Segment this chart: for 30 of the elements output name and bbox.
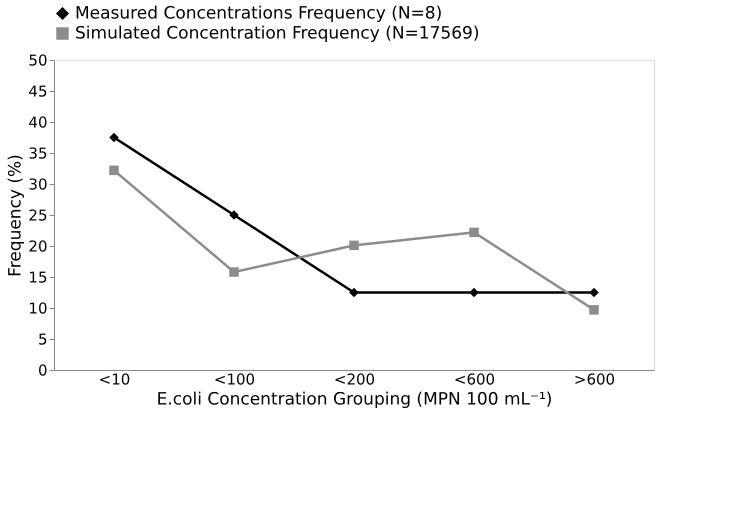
y-tick-label: 10 [28,300,48,318]
x-tick-label: <10 [98,370,130,388]
point [469,228,479,238]
x-tick-label: <600 [454,370,496,388]
x-tick-label: >600 [574,370,616,388]
y-tick-label: 30 [28,176,48,194]
y-tick-label: 40 [28,114,48,132]
y-tick-label: 5 [38,330,48,348]
x-tick-label: <200 [334,370,376,388]
legend-label: Measured Concentrations Frequency (N=8) [75,4,442,24]
y-tick-label: 15 [28,268,48,286]
point [589,305,599,315]
point [469,288,479,298]
x-axis-title: E.coli Concentration Grouping (MPN 100 mL⁻¹) [156,390,552,410]
y-axis-title: Frequency (%) [5,154,26,277]
legend-label: Simulated Concentration Frequency (N=17569) [75,24,480,44]
point [349,240,359,250]
point [229,267,239,277]
y-tick-label: 50 [28,52,48,70]
y-tick-label: 25 [28,206,48,224]
y-tick-label: 0 [38,362,48,380]
y-tick-label: 45 [28,82,48,100]
y-tick-label: 35 [28,144,48,162]
point [109,166,119,176]
x-tick-label: <100 [214,370,256,388]
point [349,288,359,298]
point [589,288,599,298]
point [109,132,119,142]
y-tick-label: 20 [28,238,48,256]
point [229,210,239,220]
